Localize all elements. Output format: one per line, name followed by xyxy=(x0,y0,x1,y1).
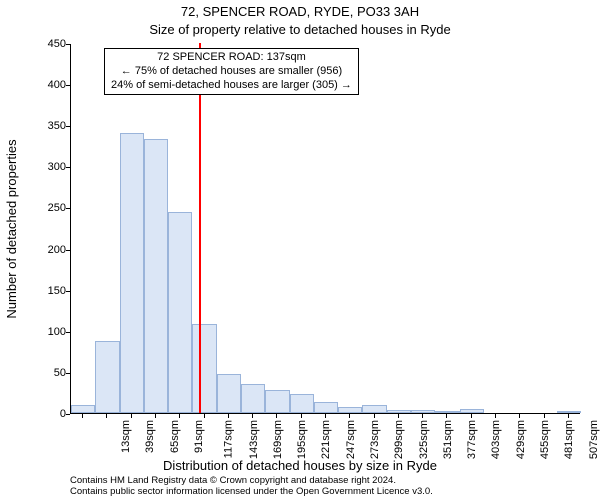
histogram-bar xyxy=(241,384,265,413)
histogram-bar xyxy=(338,407,362,413)
chart-title-line2: Size of property relative to detached ho… xyxy=(0,22,600,37)
x-tick-mark xyxy=(519,414,520,418)
x-tick-label: 39sqm xyxy=(144,420,156,453)
plot-area xyxy=(70,44,580,414)
x-tick-mark xyxy=(131,414,132,418)
x-tick-mark xyxy=(106,414,107,418)
x-tick-label: 247sqm xyxy=(345,420,357,459)
x-tick-mark xyxy=(398,414,399,418)
x-tick-label: 65sqm xyxy=(169,420,181,453)
x-tick-label: 325sqm xyxy=(418,420,430,459)
y-tick-label: 400 xyxy=(30,79,66,91)
y-tick-mark xyxy=(66,167,70,168)
histogram-bar xyxy=(435,411,459,413)
x-tick-mark xyxy=(471,414,472,418)
x-tick-label: 351sqm xyxy=(442,420,454,459)
x-tick-label: 507sqm xyxy=(588,420,600,459)
annotation-line: 24% of semi-detached houses are larger (… xyxy=(111,79,352,93)
y-tick-label: 300 xyxy=(30,161,66,173)
x-tick-mark xyxy=(179,414,180,418)
histogram-bar xyxy=(192,324,216,413)
x-tick-label: 299sqm xyxy=(393,420,405,459)
y-tick-label: 350 xyxy=(30,120,66,132)
x-tick-mark xyxy=(422,414,423,418)
x-tick-mark xyxy=(495,414,496,418)
annotation-box: 72 SPENCER ROAD: 137sqm← 75% of detached… xyxy=(104,48,359,95)
y-tick-mark xyxy=(66,291,70,292)
x-tick-label: 429sqm xyxy=(515,420,527,459)
x-tick-label: 377sqm xyxy=(466,420,478,459)
y-tick-mark xyxy=(66,85,70,86)
chart-container: 72, SPENCER ROAD, RYDE, PO33 3AH Size of… xyxy=(0,0,600,500)
histogram-bar xyxy=(460,409,484,413)
x-tick-mark xyxy=(568,414,569,418)
x-tick-label: 403sqm xyxy=(491,420,503,459)
x-tick-label: 91sqm xyxy=(193,420,205,453)
y-tick-label: 250 xyxy=(30,202,66,214)
histogram-bar xyxy=(290,394,314,413)
y-tick-mark xyxy=(66,332,70,333)
histogram-bar xyxy=(120,133,144,413)
y-tick-mark xyxy=(66,373,70,374)
reference-line xyxy=(199,43,201,413)
y-axis-label: Number of detached properties xyxy=(4,139,19,318)
y-tick-mark xyxy=(66,44,70,45)
histogram-bar xyxy=(362,405,386,413)
histogram-bar xyxy=(95,341,119,413)
y-tick-mark xyxy=(66,208,70,209)
x-tick-label: 117sqm xyxy=(223,420,235,458)
histogram-bar xyxy=(314,402,338,413)
x-tick-mark xyxy=(446,414,447,418)
y-tick-label: 0 xyxy=(30,408,66,420)
x-tick-mark xyxy=(301,414,302,418)
x-tick-mark xyxy=(82,414,83,418)
y-tick-mark xyxy=(66,126,70,127)
y-tick-label: 100 xyxy=(30,326,66,338)
histogram-bar xyxy=(217,374,241,413)
chart-title-line1: 72, SPENCER ROAD, RYDE, PO33 3AH xyxy=(0,4,600,19)
x-tick-label: 481sqm xyxy=(563,420,575,459)
y-tick-mark xyxy=(66,414,70,415)
x-axis-label: Distribution of detached houses by size … xyxy=(0,458,600,473)
x-tick-label: 13sqm xyxy=(120,420,132,453)
attribution-text: Contains HM Land Registry data © Crown c… xyxy=(70,476,433,498)
x-tick-label: 143sqm xyxy=(248,420,260,459)
annotation-line: 72 SPENCER ROAD: 137sqm xyxy=(111,51,352,65)
histogram-bar xyxy=(387,410,411,413)
histogram-bar xyxy=(168,212,192,413)
attribution-line2: Contains public sector information licen… xyxy=(70,487,433,498)
x-tick-mark xyxy=(544,414,545,418)
x-tick-label: 455sqm xyxy=(539,420,551,459)
x-tick-label: 221sqm xyxy=(321,420,333,459)
histogram-bar xyxy=(144,139,168,413)
x-tick-label: 273sqm xyxy=(369,420,381,459)
x-tick-mark xyxy=(228,414,229,418)
y-tick-label: 450 xyxy=(30,38,66,50)
x-tick-mark xyxy=(276,414,277,418)
y-tick-label: 150 xyxy=(30,285,66,297)
histogram-bar xyxy=(557,411,581,413)
x-tick-mark xyxy=(325,414,326,418)
x-tick-mark xyxy=(155,414,156,418)
x-tick-mark xyxy=(204,414,205,418)
y-tick-mark xyxy=(66,250,70,251)
histogram-bar xyxy=(265,390,289,413)
x-tick-mark xyxy=(374,414,375,418)
x-tick-mark xyxy=(252,414,253,418)
y-tick-label: 200 xyxy=(30,244,66,256)
annotation-line: ← 75% of detached houses are smaller (95… xyxy=(111,65,352,79)
x-tick-label: 169sqm xyxy=(272,420,284,459)
x-tick-label: 195sqm xyxy=(296,420,308,459)
y-tick-label: 50 xyxy=(30,367,66,379)
x-tick-mark xyxy=(349,414,350,418)
histogram-bar xyxy=(71,405,95,413)
histogram-bar xyxy=(411,410,435,413)
